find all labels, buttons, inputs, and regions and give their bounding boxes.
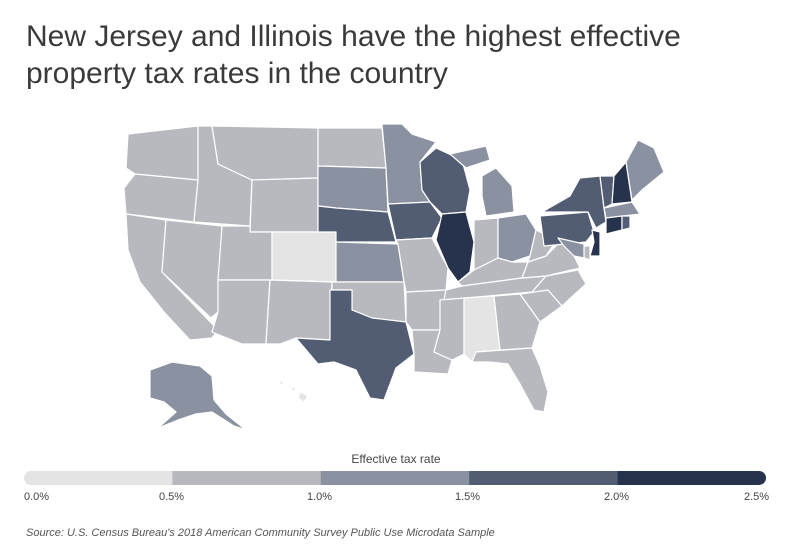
state-kansas[interactable] — [335, 241, 405, 283]
state-connecticut[interactable] — [605, 215, 623, 235]
state-iowa[interactable] — [387, 201, 443, 241]
state-michigan[interactable] — [449, 145, 515, 217]
state-maine[interactable] — [625, 139, 665, 201]
state-delaware[interactable] — [583, 245, 591, 261]
legend-tick-4: 2.0% — [604, 491, 630, 503]
state-wyoming[interactable] — [249, 177, 319, 233]
state-new-mexico[interactable] — [265, 279, 333, 345]
state-washington[interactable] — [125, 125, 199, 181]
state-new-jersey[interactable] — [589, 229, 601, 257]
state-texas[interactable] — [295, 289, 415, 401]
state-pennsylvania[interactable] — [539, 211, 595, 247]
state-hawaii[interactable] — [277, 379, 309, 403]
state-florida[interactable] — [471, 347, 549, 413]
legend-tick-2: 1.0% — [307, 491, 333, 503]
legend-segment-3 — [469, 471, 619, 485]
state-colorado[interactable] — [271, 231, 337, 283]
legend-segment-1 — [172, 471, 322, 485]
state-oregon[interactable] — [123, 173, 199, 223]
legend-segment-4 — [617, 471, 766, 485]
state-nevada[interactable] — [161, 219, 223, 319]
legend-tick-1: 0.5% — [159, 491, 185, 503]
state-north-dakota[interactable] — [317, 127, 387, 169]
state-nebraska[interactable] — [317, 205, 397, 243]
source-note: Source: U.S. Census Bureau's 2018 Americ… — [26, 527, 495, 539]
state-south-dakota[interactable] — [317, 165, 389, 213]
legend-color-scale — [24, 471, 766, 485]
legend-tick-3: 1.5% — [455, 491, 481, 503]
legend-tick-0: 0.0% — [24, 491, 50, 503]
state-massachusetts[interactable] — [603, 201, 641, 219]
legend-tick-5: 2.5% — [744, 491, 770, 503]
legend-segment-0 — [24, 471, 173, 485]
legend-segment-2 — [320, 471, 470, 485]
legend-title: Effective tax rate — [351, 452, 441, 466]
state-rhode-island[interactable] — [621, 215, 631, 231]
state-georgia[interactable] — [493, 293, 541, 351]
state-arizona[interactable] — [211, 279, 271, 345]
state-alaska[interactable] — [149, 361, 247, 431]
state-maryland[interactable] — [557, 237, 585, 259]
state-utah[interactable] — [217, 225, 273, 281]
chart-title: New Jersey and Illinois have the highest… — [26, 20, 681, 90]
